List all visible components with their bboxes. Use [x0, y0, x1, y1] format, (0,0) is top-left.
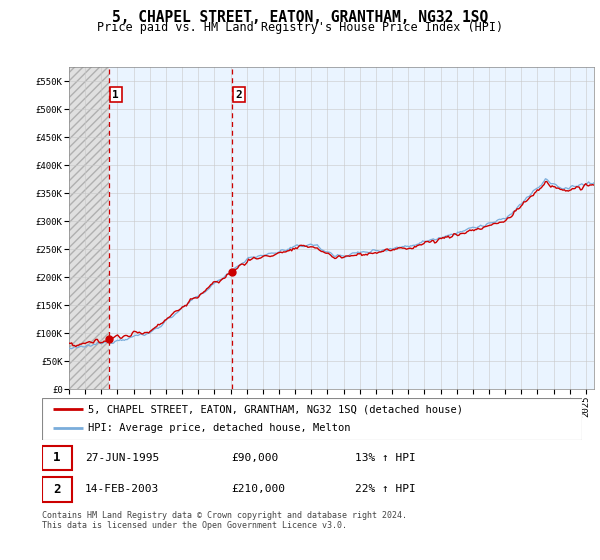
Bar	[69, 67, 109, 389]
Text: 5, CHAPEL STREET, EATON, GRANTHAM, NG32 1SQ (detached house): 5, CHAPEL STREET, EATON, GRANTHAM, NG32 …	[88, 404, 463, 414]
Text: Price paid vs. HM Land Registry's House Price Index (HPI): Price paid vs. HM Land Registry's House …	[97, 21, 503, 34]
Text: 2: 2	[53, 483, 61, 496]
Text: HPI: Average price, detached house, Melton: HPI: Average price, detached house, Melt…	[88, 423, 350, 433]
Text: £210,000: £210,000	[231, 484, 285, 494]
Text: 1: 1	[53, 451, 61, 464]
Text: 13% ↑ HPI: 13% ↑ HPI	[355, 453, 416, 463]
Text: £90,000: £90,000	[231, 453, 278, 463]
Text: 22% ↑ HPI: 22% ↑ HPI	[355, 484, 416, 494]
Bar	[42, 477, 72, 502]
Bar	[42, 446, 72, 470]
Text: 5, CHAPEL STREET, EATON, GRANTHAM, NG32 1SQ: 5, CHAPEL STREET, EATON, GRANTHAM, NG32 …	[112, 10, 488, 25]
Text: Contains HM Land Registry data © Crown copyright and database right 2024.
This d: Contains HM Land Registry data © Crown c…	[42, 511, 407, 530]
Text: 1: 1	[112, 90, 119, 100]
Text: 14-FEB-2003: 14-FEB-2003	[85, 484, 160, 494]
Text: 2: 2	[236, 90, 242, 100]
Text: 27-JUN-1995: 27-JUN-1995	[85, 453, 160, 463]
